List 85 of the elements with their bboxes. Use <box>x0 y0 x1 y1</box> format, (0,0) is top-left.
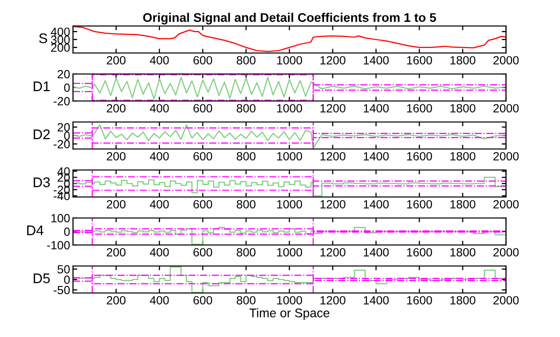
x-tick-label: 1600 <box>407 152 432 160</box>
y-tick-label: 0 <box>64 228 70 236</box>
x-tick-label: 2000 <box>493 104 519 112</box>
x-tick-label: 1400 <box>364 248 389 256</box>
x-tick-label: 600 <box>194 56 212 64</box>
x-tick-label: 600 <box>194 200 212 208</box>
y-axis-title: D2 <box>34 129 50 140</box>
x-tick-label: 1400 <box>364 200 389 208</box>
x-axis-title: Time or Space <box>249 308 330 320</box>
x-tick-label: 1400 <box>364 152 389 160</box>
x-tick-label: 400 <box>150 104 169 112</box>
x-tick-label: 600 <box>194 296 212 304</box>
y-axis-title: D1 <box>34 82 50 92</box>
x-tick-label: 1000 <box>277 152 302 160</box>
x-tick-label: 1800 <box>450 200 476 208</box>
x-tick-label: 1600 <box>407 200 432 208</box>
y-axis-title: D4 <box>27 226 44 236</box>
x-tick-label: 2000 <box>493 248 519 256</box>
x-tick-label: 800 <box>236 152 256 160</box>
x-tick-label: 1800 <box>450 104 476 112</box>
x-tick-label: 1400 <box>364 56 389 64</box>
y-axis-title: D5 <box>34 274 50 284</box>
x-tick-label: 600 <box>194 248 212 256</box>
x-tick-label: 2000 <box>493 200 519 208</box>
y-tick-label: 40 <box>57 167 70 176</box>
x-tick-label: 1600 <box>407 104 432 112</box>
x-tick-label: 200 <box>106 56 126 64</box>
x-tick-label: 400 <box>150 56 169 64</box>
x-tick-label: 200 <box>106 248 126 256</box>
x-tick-label: 600 <box>194 104 212 112</box>
x-tick-label: 1600 <box>407 56 432 64</box>
y-tick-label: 200 <box>51 43 70 52</box>
y-tick-label: -20 <box>54 140 70 148</box>
x-tick-label: 800 <box>236 248 256 256</box>
y-tick-label: 400 <box>50 28 70 36</box>
x-tick-label: 1200 <box>320 248 346 256</box>
x-tick-label: 1400 <box>364 104 389 112</box>
x-tick-label: 1000 <box>277 56 302 64</box>
x-tick-label: 1400 <box>364 296 389 304</box>
x-tick-label: 800 <box>236 104 256 112</box>
y-axis-title: D3 <box>34 177 50 188</box>
x-tick-label: 2000 <box>493 152 519 160</box>
x-tick-label: 1200 <box>320 152 346 160</box>
x-tick-label: 400 <box>150 296 169 304</box>
y-tick-label: 100 <box>51 214 70 222</box>
x-tick-label: 1000 <box>277 200 302 208</box>
chart-title: Original Signal and Detail Coefficients from 1 to 5 <box>143 12 436 24</box>
x-tick-label: 1600 <box>407 248 432 256</box>
x-tick-label: 200 <box>106 296 126 304</box>
x-tick-label: 200 <box>106 200 126 208</box>
y-tick-label: -100 <box>47 241 70 250</box>
x-tick-label: 1200 <box>320 104 346 112</box>
x-tick-label: 1200 <box>320 200 346 208</box>
x-tick-label: 1000 <box>277 296 302 304</box>
y-tick-label: 0 <box>64 84 70 92</box>
x-tick-label: 1000 <box>277 104 302 112</box>
x-tick-label: 800 <box>236 296 256 304</box>
x-tick-label: 1200 <box>320 296 346 304</box>
x-tick-label: 800 <box>236 200 256 208</box>
x-tick-label: 1800 <box>450 152 476 160</box>
x-tick-label: 1800 <box>450 56 476 64</box>
y-tick-label: -50 <box>54 286 70 294</box>
x-tick-label: 200 <box>106 104 126 112</box>
x-tick-label: 600 <box>194 152 212 160</box>
x-tick-label: 400 <box>150 248 169 256</box>
x-tick-label: 1800 <box>450 296 476 304</box>
y-tick-label: 20 <box>58 123 70 132</box>
y-tick-label: 300 <box>50 36 70 44</box>
y-tick-label: 20 <box>58 70 70 78</box>
x-tick-label: 2000 <box>493 56 519 64</box>
y-tick-label: 50 <box>58 265 70 274</box>
x-tick-label: 1200 <box>320 56 346 64</box>
x-tick-label: 200 <box>106 152 126 160</box>
y-tick-label: 0 <box>64 132 70 140</box>
x-tick-label: 2000 <box>493 296 519 304</box>
y-axis-title: S <box>39 33 48 44</box>
y-tick-label: 0 <box>64 276 70 284</box>
x-tick-label: 800 <box>236 56 256 64</box>
x-tick-label: 1600 <box>407 296 432 304</box>
y-tick-label: -20 <box>54 97 70 106</box>
x-tick-label: 1800 <box>450 248 476 256</box>
x-tick-label: 1000 <box>277 248 302 256</box>
x-tick-label: 400 <box>150 200 169 208</box>
x-tick-label: 400 <box>150 152 169 160</box>
y-tick-label: -40 <box>54 192 70 200</box>
